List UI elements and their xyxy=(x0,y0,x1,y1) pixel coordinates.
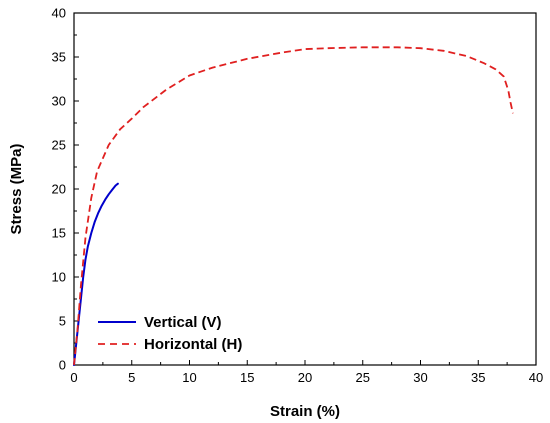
y-tick-label: 40 xyxy=(52,6,66,21)
y-tick-label: 20 xyxy=(52,182,66,197)
x-tick-label: 20 xyxy=(298,370,312,385)
y-axis-title: Stress (MPa) xyxy=(8,144,25,235)
y-tick-label: 35 xyxy=(52,50,66,65)
y-tick-label: 30 xyxy=(52,94,66,109)
y-tick-label: 25 xyxy=(52,138,66,153)
legend-label: Vertical (V) xyxy=(144,314,222,331)
x-tick-label: 35 xyxy=(471,370,485,385)
x-tick-label: 0 xyxy=(70,370,77,385)
plot-frame xyxy=(73,12,537,366)
legend-item: Horizontal (H) xyxy=(98,336,242,353)
x-tick-label: 25 xyxy=(356,370,370,385)
x-axis: 0 5 10 15 20 25 30 35 40 xyxy=(70,360,543,385)
y-tick-label: 0 xyxy=(59,358,66,373)
legend: Vertical (V) Horizontal (H) xyxy=(98,314,242,353)
x-tick-label: 10 xyxy=(182,370,196,385)
x-tick-label: 15 xyxy=(240,370,254,385)
x-tick-label: 30 xyxy=(413,370,427,385)
x-tick-label: 5 xyxy=(128,370,135,385)
y-tick-label: 15 xyxy=(52,226,66,241)
series-line-vertical xyxy=(73,182,119,366)
plot-border xyxy=(73,12,537,366)
series-layer xyxy=(73,46,514,366)
x-axis-title: Strain (%) xyxy=(270,403,340,420)
x-tick-label: 40 xyxy=(529,370,543,385)
series-line-horizontal xyxy=(73,46,514,366)
y-axis: 0 5 10 15 20 25 30 35 40 xyxy=(52,6,79,373)
legend-item: Vertical (V) xyxy=(98,314,222,331)
y-tick-label: 10 xyxy=(52,270,66,285)
legend-label: Horizontal (H) xyxy=(144,336,242,353)
y-tick-label: 5 xyxy=(59,314,66,329)
